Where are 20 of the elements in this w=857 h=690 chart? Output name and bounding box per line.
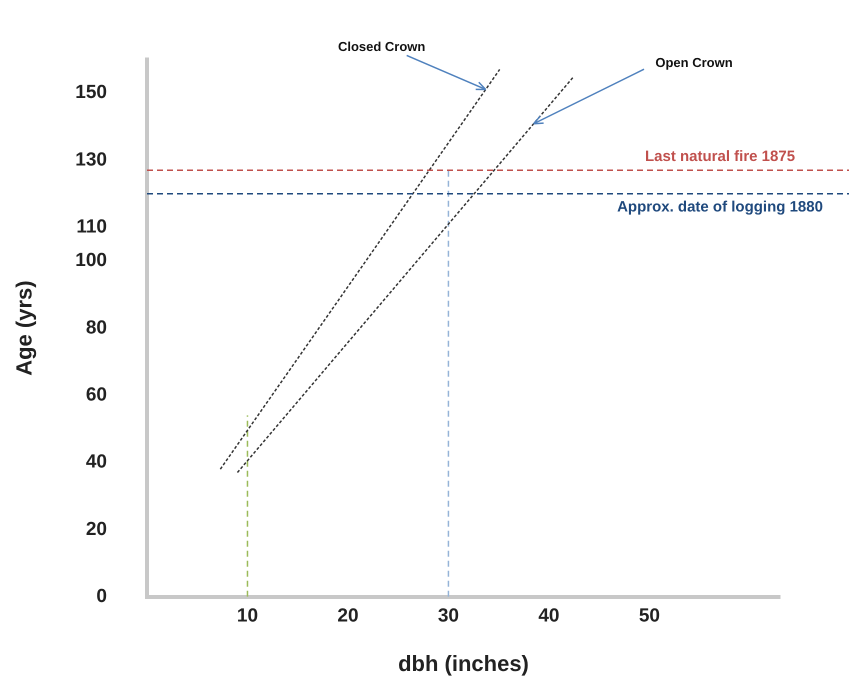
- x-tick-label: 40: [538, 605, 560, 626]
- y-tick-label: 110: [76, 216, 107, 238]
- x-tick-label: 50: [638, 605, 660, 626]
- y-tick-label: 150: [75, 82, 107, 104]
- ref-line-label: Last natural fire 1875: [644, 148, 796, 165]
- y-tick-label: 100: [75, 250, 107, 272]
- ref-line-label: Approx. date of logging 1880: [617, 198, 823, 216]
- y-tick-label: 0: [96, 586, 107, 608]
- x-axis-title: dbh (inches): [398, 650, 529, 676]
- y-axis-title: Age (yrs): [11, 280, 36, 376]
- x-tick-label: 20: [337, 605, 359, 626]
- x-tick-label: 30: [438, 605, 459, 626]
- y-tick-label: 130: [75, 149, 107, 170]
- y-tick-label: 80: [86, 317, 107, 338]
- text: Closed Crown: [338, 39, 426, 54]
- y-tick-label: 40: [86, 452, 107, 473]
- y-tick-label: 60: [86, 384, 107, 406]
- x-tick-label: 10: [236, 605, 258, 626]
- text: Open Crown: [655, 54, 733, 70]
- y-tick-label: 20: [86, 518, 107, 540]
